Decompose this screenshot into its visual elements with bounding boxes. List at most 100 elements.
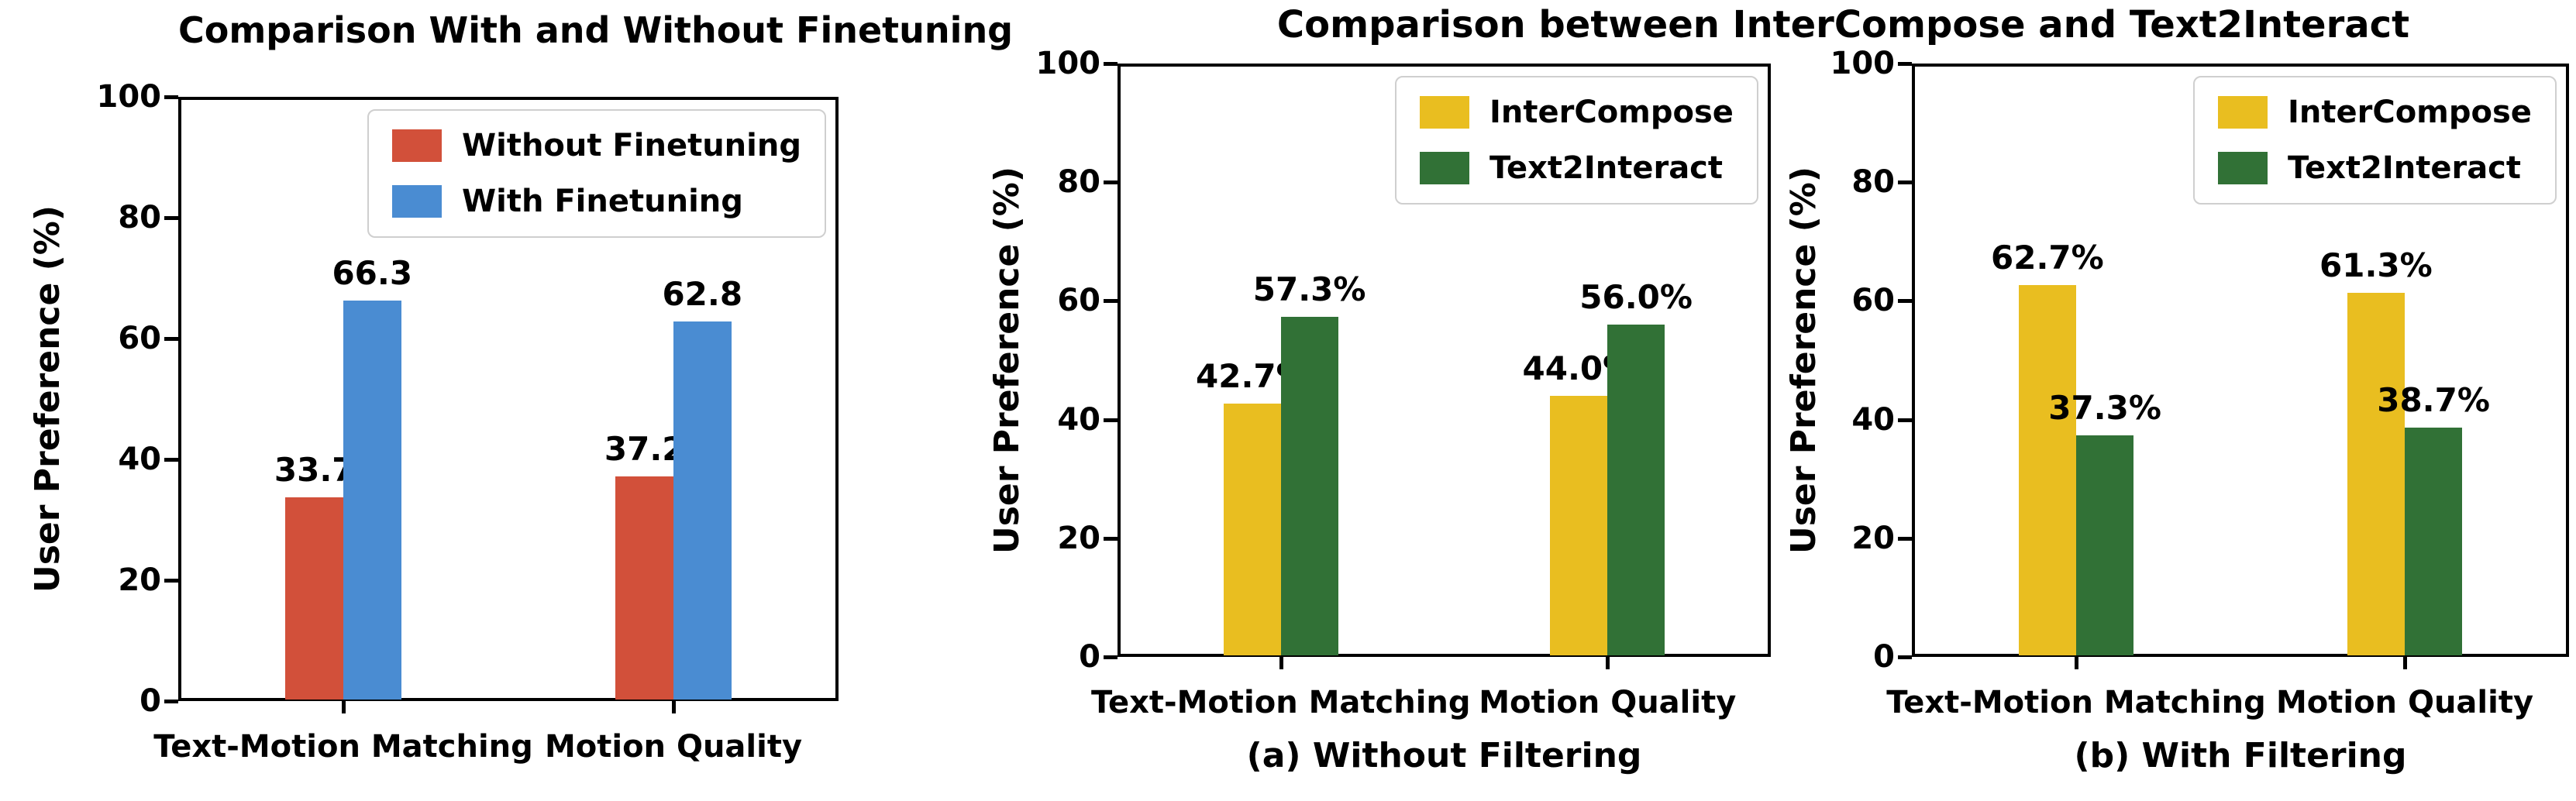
- left-chart-title: Comparison With and Without Finetuning: [178, 9, 1014, 51]
- legend: InterCompose Text2Interact: [1395, 76, 1758, 205]
- y-tick-label: 60: [1057, 283, 1100, 319]
- x-tick: [2403, 657, 2407, 669]
- bar: [673, 321, 732, 700]
- x-category-label: Text-Motion Matching: [1090, 685, 1471, 720]
- y-tick: [164, 95, 178, 99]
- y-tick: [1104, 299, 1118, 304]
- x-tick: [342, 701, 346, 713]
- bar: [2076, 435, 2134, 655]
- legend-row: InterCompose: [1420, 95, 1734, 130]
- y-tick-label: 40: [118, 442, 161, 477]
- y-tick: [1898, 418, 1912, 422]
- bar: [1223, 403, 1281, 655]
- y-tick: [1104, 62, 1118, 66]
- legend-row: With Finetuning: [392, 184, 801, 219]
- y-tick: [1898, 536, 1912, 541]
- y-axis-label: User Preference (%): [28, 205, 67, 593]
- y-tick-label: 80: [118, 200, 161, 235]
- bar-value-label: 62.8: [662, 275, 743, 314]
- y-tick: [1104, 418, 1118, 422]
- bar-value-label: 38.7%: [2377, 380, 2490, 419]
- y-tick: [1898, 655, 1912, 659]
- y-tick-label: 40: [1851, 401, 1895, 438]
- bar-value-label: 37.3%: [2048, 389, 2161, 428]
- bar-value-label: 57.3%: [1252, 270, 1366, 309]
- y-tick: [164, 700, 178, 703]
- bar-value-label: 56.0%: [1579, 278, 1693, 317]
- bar: [343, 300, 401, 700]
- x-category-label: Text-Motion Matching: [153, 729, 533, 765]
- bar: [2405, 427, 2463, 655]
- legend-label: Text2Interact: [2288, 150, 2522, 186]
- bar: [1280, 317, 1338, 655]
- x-tick: [672, 701, 676, 713]
- x-tick: [1279, 657, 1283, 669]
- y-tick-label: 40: [1057, 401, 1100, 438]
- y-tick-label: 60: [1851, 283, 1895, 319]
- legend-swatch: [1420, 96, 1469, 129]
- y-tick: [1898, 62, 1912, 66]
- y-tick: [1104, 180, 1118, 185]
- legend-swatch: [2218, 152, 2268, 184]
- legend-row: Text2Interact: [2218, 150, 2532, 186]
- legend-swatch: [1420, 152, 1469, 184]
- legend-swatch: [2218, 96, 2268, 129]
- right-figure-title: Comparison between InterCompose and Text…: [1276, 3, 2410, 46]
- y-tick: [164, 579, 178, 583]
- y-tick-label: 100: [96, 79, 162, 115]
- legend-label: InterCompose: [2288, 95, 2532, 130]
- subchart-b-caption: (b) With Filtering: [2074, 736, 2407, 775]
- bar-value-label: 44.0%: [1522, 349, 1636, 387]
- y-tick: [1898, 180, 1912, 185]
- legend: InterCompose Text2Interact: [2193, 76, 2557, 205]
- x-category-label: Text-Motion Matching: [1886, 685, 2266, 720]
- legend: Without Finetuning With Finetuning: [367, 109, 826, 238]
- subchart-a-caption: (a) Without Filtering: [1246, 736, 1642, 775]
- y-tick-label: 20: [1057, 520, 1100, 556]
- bar: [2018, 284, 2076, 655]
- y-tick: [1104, 536, 1118, 541]
- y-tick-label: 0: [1873, 639, 1895, 675]
- x-category-label: Motion Quality: [2275, 685, 2534, 720]
- y-tick: [164, 216, 178, 220]
- y-tick: [164, 458, 178, 462]
- y-tick: [1898, 299, 1912, 304]
- bar-value-label: 61.3%: [2319, 246, 2433, 285]
- legend-label: Text2Interact: [1489, 150, 1724, 186]
- x-tick: [1606, 657, 1610, 669]
- bar-value-label: 37.2: [604, 429, 685, 468]
- legend-swatch: [392, 129, 442, 162]
- y-tick-label: 20: [118, 562, 161, 598]
- bar: [1607, 325, 1665, 655]
- y-axis-label: User Preference (%): [1784, 167, 1824, 554]
- bar-value-label: 42.7%: [1196, 356, 1309, 395]
- y-tick: [1104, 655, 1118, 659]
- x-tick: [2075, 657, 2078, 669]
- legend-row: Text2Interact: [1420, 150, 1734, 186]
- bar: [1550, 395, 1608, 655]
- legend-row: InterCompose: [2218, 95, 2532, 130]
- y-tick-label: 60: [118, 321, 161, 356]
- y-tick: [164, 337, 178, 341]
- y-tick-label: 0: [139, 683, 161, 719]
- legend-label: InterCompose: [1489, 95, 1734, 130]
- y-tick-label: 80: [1851, 164, 1895, 201]
- y-tick-label: 0: [1079, 639, 1100, 675]
- bar: [2347, 293, 2405, 655]
- legend-row: Without Finetuning: [392, 128, 801, 163]
- y-tick-label: 100: [1035, 46, 1101, 81]
- bar-value-label: 33.7: [274, 451, 355, 490]
- bar: [615, 476, 673, 700]
- legend-swatch: [392, 185, 442, 218]
- y-tick-label: 20: [1851, 520, 1895, 556]
- bar: [285, 497, 343, 700]
- y-axis-label: User Preference (%): [987, 167, 1027, 554]
- legend-label: With Finetuning: [462, 184, 743, 219]
- x-category-label: Motion Quality: [1479, 685, 1737, 720]
- x-category-label: Motion Quality: [544, 729, 803, 765]
- bar-value-label: 66.3: [332, 253, 413, 292]
- y-tick-label: 100: [1830, 46, 1896, 81]
- bar-value-label: 62.7%: [1991, 238, 2104, 277]
- y-tick-label: 80: [1057, 164, 1100, 201]
